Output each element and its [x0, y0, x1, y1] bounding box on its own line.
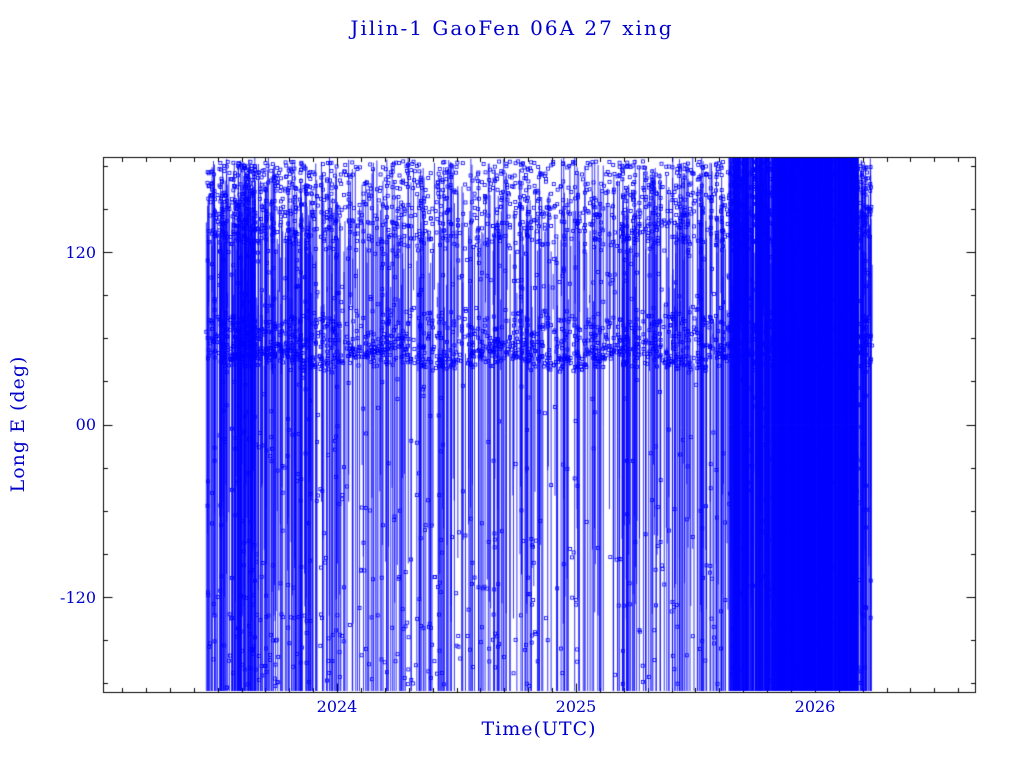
x-axis-label: Time(UTC): [481, 718, 597, 740]
y-tick-label-120: 120: [65, 243, 96, 262]
x-tick-label-2024: 2024: [316, 697, 358, 716]
chart-title: Jilin-1 GaoFen 06A 27 xing: [350, 16, 674, 40]
y-tick-label-neg120: -120: [60, 588, 96, 607]
x-tick-label-2026: 2026: [794, 697, 836, 716]
x-tick-label-2025: 2025: [555, 697, 597, 716]
y-tick-label-00: 00: [75, 415, 96, 434]
